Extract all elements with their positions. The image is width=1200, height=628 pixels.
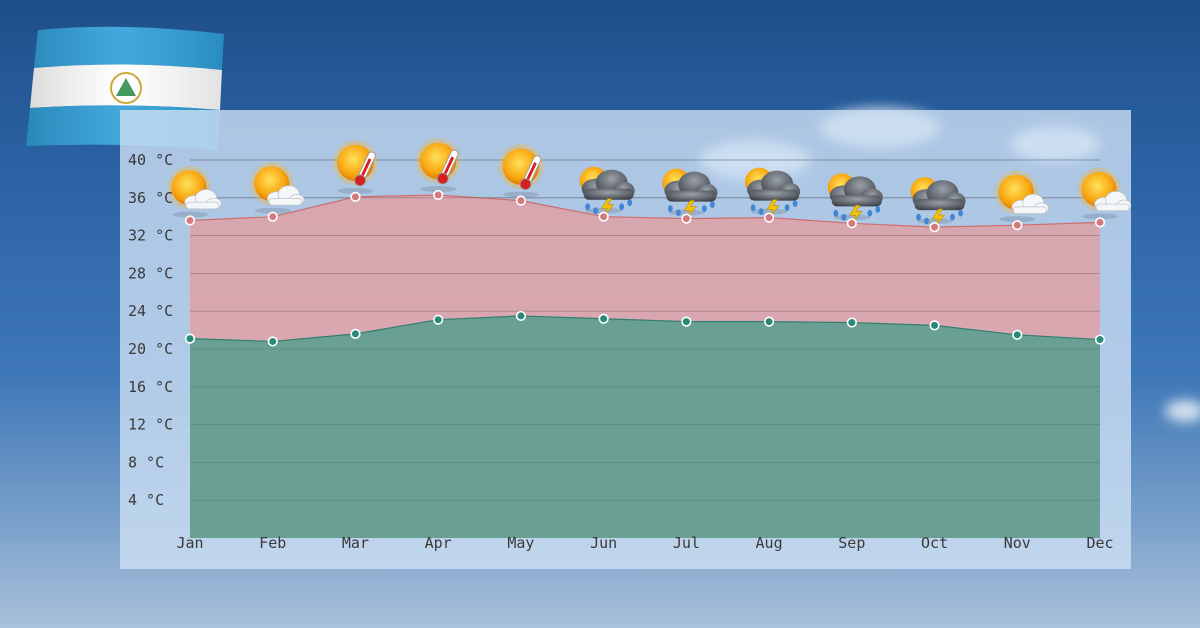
x-tick-label: Sep xyxy=(838,534,865,552)
x-tick-label: Apr xyxy=(425,534,452,552)
icon-shadow xyxy=(172,211,208,218)
x-tick-label: Jul xyxy=(673,534,700,552)
storm-cloud-icon xyxy=(910,176,967,226)
low-temp-point[interactable] xyxy=(515,310,527,322)
y-tick-label: 12 °C xyxy=(128,416,173,434)
high-temp-point[interactable] xyxy=(763,212,775,223)
cloud xyxy=(1165,400,1200,422)
x-tick-label: Aug xyxy=(756,534,783,552)
y-tick-label: 40 °C xyxy=(128,151,173,169)
storm-cloud-icon xyxy=(744,167,801,216)
x-tick-label: May xyxy=(507,534,534,552)
high-temperature-line xyxy=(189,194,1101,228)
temperature-chart: 4 °C 8 °C 12 °C 16 °C 20 °C 24 °C 28 °C 32 °C 36… xyxy=(128,138,1131,552)
thunderstorm-icon xyxy=(827,172,884,222)
sun-cloud-icon xyxy=(1077,167,1131,220)
high-temp-point[interactable] xyxy=(929,221,940,233)
high-temp-point[interactable] xyxy=(267,211,278,222)
low-temperature-area xyxy=(190,315,1100,538)
icon-shadow xyxy=(420,185,457,192)
low-temperature-line xyxy=(189,315,1101,343)
y-tick-label: 28 °C xyxy=(128,264,173,282)
low-temp-point[interactable] xyxy=(929,320,940,331)
icon-shadow xyxy=(999,216,1036,223)
y-tick-label: 24 °C xyxy=(128,302,173,320)
x-tick-label: Dec xyxy=(1086,534,1113,552)
low-temp-point[interactable] xyxy=(433,314,444,325)
low-temp-point[interactable] xyxy=(1012,329,1023,340)
storm-cloud-icon xyxy=(579,166,636,215)
thunderstorm-icon xyxy=(661,168,718,217)
sun-cloud-icon xyxy=(250,162,305,214)
y-tick-label: 16 °C xyxy=(128,378,173,396)
low-temp-point[interactable] xyxy=(1094,334,1106,345)
storm-cloud-icon xyxy=(661,168,718,217)
low-temp-point[interactable] xyxy=(184,333,196,344)
low-temp-point[interactable] xyxy=(846,317,857,328)
high-temp-point[interactable] xyxy=(1012,220,1023,231)
high-temp-point[interactable] xyxy=(350,191,361,202)
nicaragua-flag xyxy=(26,26,224,150)
high-temp-point[interactable] xyxy=(681,213,692,224)
x-tick-label: Feb xyxy=(259,534,286,552)
thunderstorm-icon xyxy=(744,167,801,216)
hot-sun-icon xyxy=(332,140,379,194)
high-temp-point[interactable] xyxy=(598,211,609,222)
hot-sun-icon xyxy=(415,138,462,192)
x-tick-label: Jan xyxy=(176,534,203,552)
x-tick-label: Jun xyxy=(590,534,617,552)
low-temp-point[interactable] xyxy=(350,328,361,339)
low-temp-point[interactable] xyxy=(267,336,278,347)
high-temp-point[interactable] xyxy=(1094,217,1106,228)
low-temp-point[interactable] xyxy=(763,316,775,327)
y-tick-label: 36 °C xyxy=(128,189,173,207)
high-temp-point[interactable] xyxy=(846,218,857,229)
y-tick-label: 20 °C xyxy=(128,340,173,358)
y-tick-label: 32 °C xyxy=(128,227,173,245)
thunderstorm-icon xyxy=(579,166,636,215)
sun-cloud-icon xyxy=(167,165,222,218)
chart-panel: 4 °C 8 °C 12 °C 16 °C 20 °C 24 °C 28 °C 32 °C 36… xyxy=(120,110,1131,569)
thunderstorm-icon xyxy=(910,176,967,226)
icon-shadow xyxy=(254,207,291,214)
icon-shadow xyxy=(1082,213,1118,220)
storm-cloud-icon xyxy=(827,172,884,222)
x-tick-label: Nov xyxy=(1004,534,1031,552)
high-temp-point[interactable] xyxy=(515,195,527,206)
y-tick-label: 8 °C xyxy=(128,453,164,471)
hot-sun-icon xyxy=(498,144,545,198)
sun-cloud-icon xyxy=(994,170,1049,223)
low-temp-point[interactable] xyxy=(681,316,692,327)
icon-shadow xyxy=(337,187,374,194)
icon-shadow xyxy=(502,191,539,198)
low-temp-point[interactable] xyxy=(598,313,609,324)
x-tick-label: Mar xyxy=(342,534,369,552)
high-temp-point[interactable] xyxy=(433,189,444,201)
high-temp-point[interactable] xyxy=(184,215,196,226)
y-tick-label: 4 °C xyxy=(128,491,164,509)
x-tick-label: Oct xyxy=(921,534,948,552)
